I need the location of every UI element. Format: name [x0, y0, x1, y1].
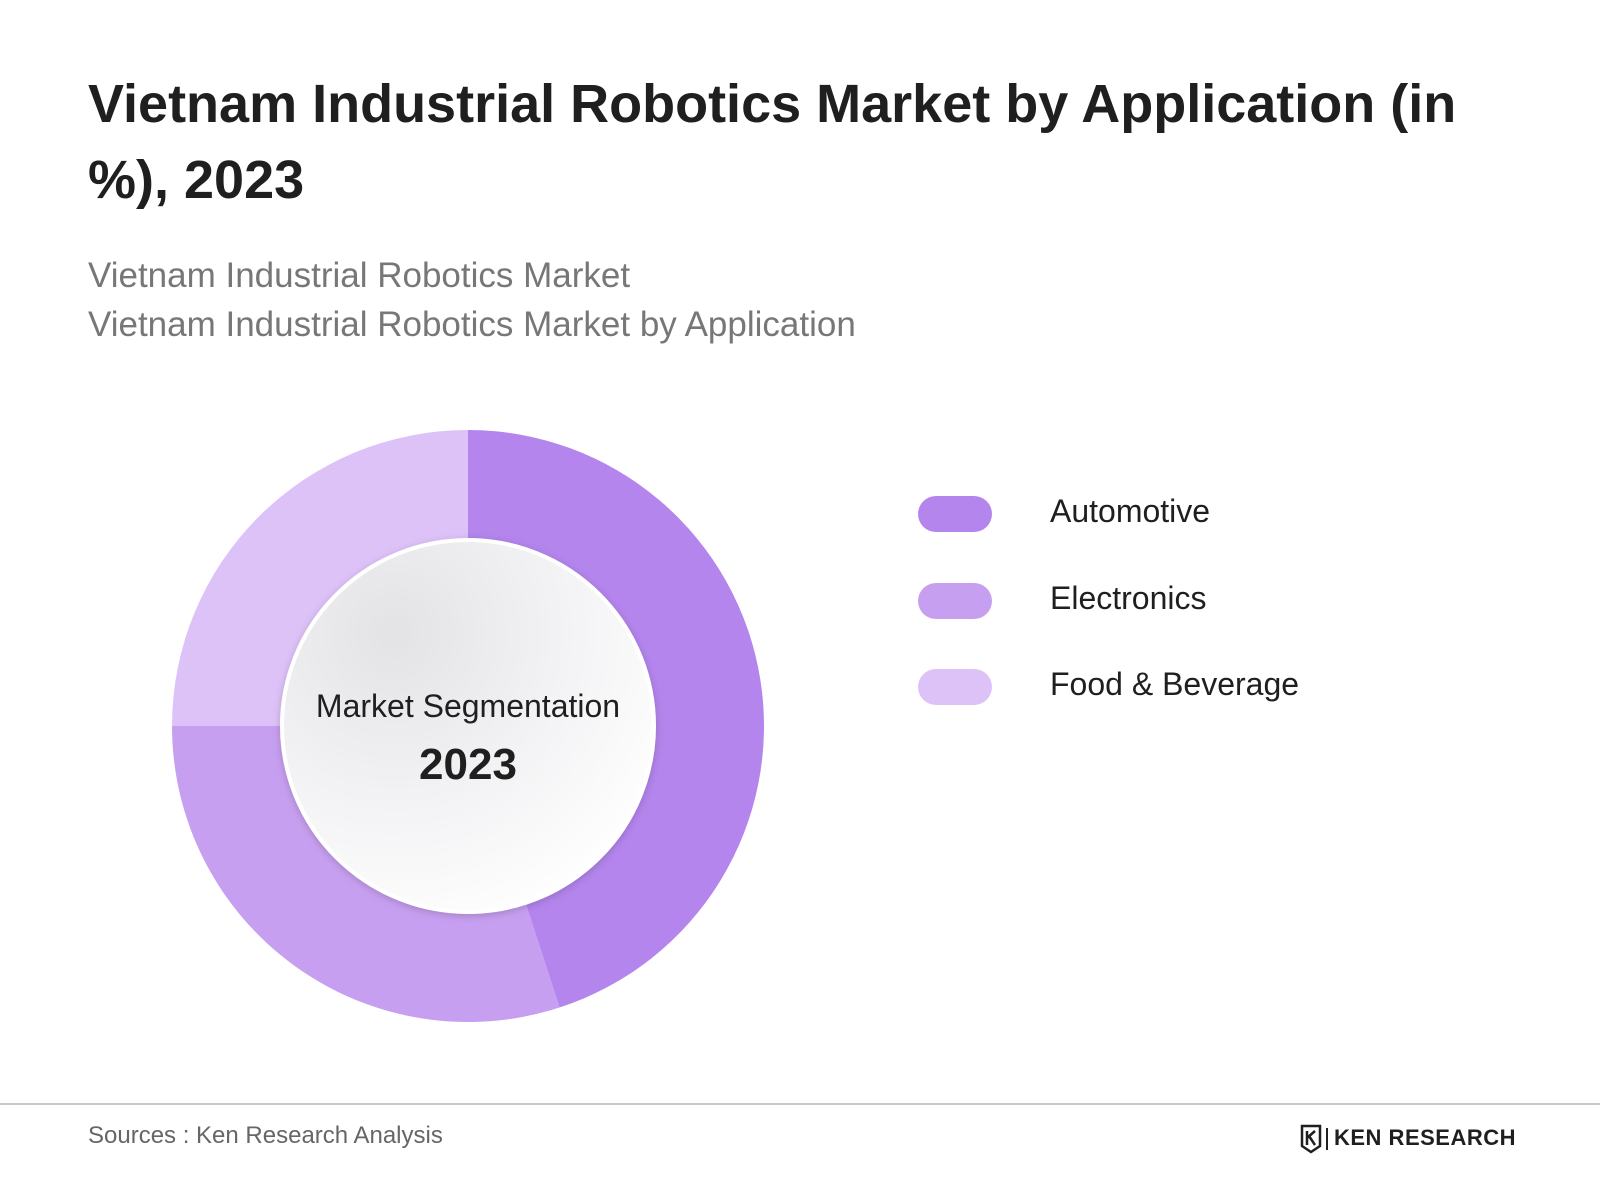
logo-text: KEN RESEARCH: [1334, 1125, 1517, 1150]
chart-title: Vietnam Industrial Robotics Market by Ap…: [88, 74, 1457, 210]
legend-swatch-food-beverage: [918, 669, 992, 705]
legend-label-food-beverage: Food & Beverage: [1050, 666, 1300, 702]
donut-chart: [172, 430, 765, 1023]
chart-subtitle-segment: Vietnam Industrial Robotics Market by Ap…: [88, 305, 856, 344]
legend-label-electronics: Electronics: [1050, 580, 1207, 616]
chart-subtitle-market: Vietnam Industrial Robotics Market: [88, 256, 631, 295]
donut-center-label: Market Segmentation: [315, 688, 621, 724]
legend-swatch-automotive: [918, 496, 992, 532]
legend-swatch-electronics: [918, 583, 992, 619]
legend-label-automotive: Automotive: [1050, 493, 1211, 529]
footer-divider: [0, 1103, 1600, 1105]
logo-k-icon: [1300, 1124, 1322, 1154]
logo-divider: [1326, 1128, 1328, 1150]
source-note: Sources : Ken Research Analysis: [88, 1122, 443, 1149]
donut-center-disc: [280, 538, 656, 914]
donut-center-year: 2023: [419, 740, 517, 789]
